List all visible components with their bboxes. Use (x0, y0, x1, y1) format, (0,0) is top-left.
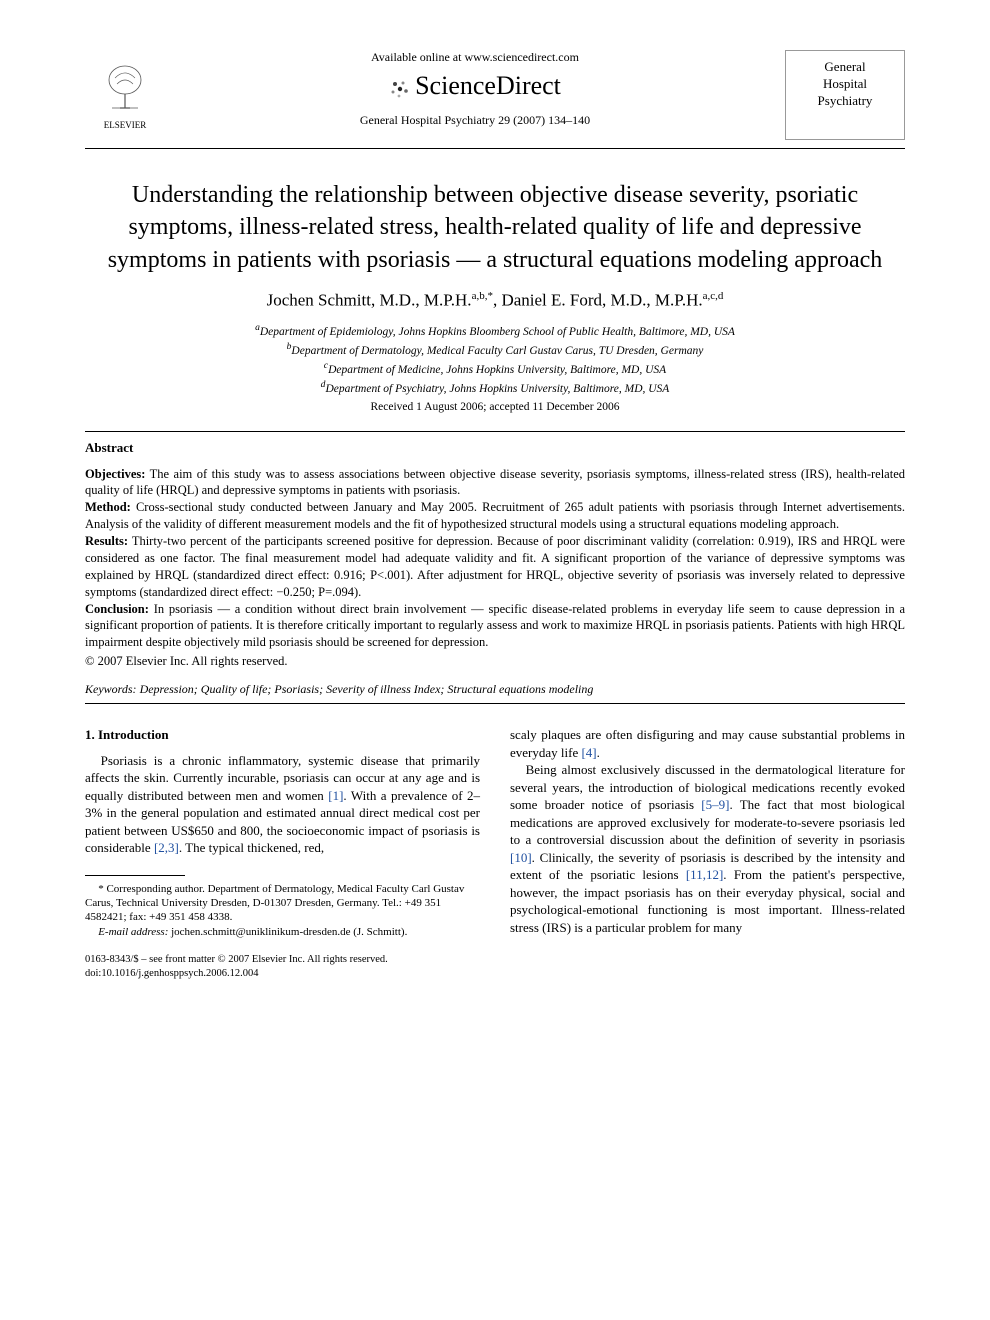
intro-paragraph-1: Psoriasis is a chronic inflammatory, sys… (85, 752, 480, 857)
platform-name: ScienceDirect (415, 71, 561, 100)
reference-link[interactable]: [10] (510, 850, 532, 865)
reference-link[interactable]: [1] (328, 788, 343, 803)
affiliation-a: aDepartment of Epidemiology, Johns Hopki… (85, 321, 905, 340)
affiliation-d: dDepartment of Psychiatry, Johns Hopkins… (85, 378, 905, 397)
objectives-text: The aim of this study was to assess asso… (85, 467, 905, 498)
column-right: scaly plaques are often disfiguring and … (510, 726, 905, 980)
intro-paragraph-2: Being almost exclusively discussed in th… (510, 761, 905, 936)
abstract-body: Objectives: The aim of this study was to… (85, 466, 905, 671)
reference-link[interactable]: [11,12] (686, 867, 723, 882)
journal-cover-box: General Hospital Psychiatry (785, 50, 905, 140)
journal-name-line-3: Psychiatry (818, 93, 873, 110)
front-matter-line: 0163-8343/$ – see front matter © 2007 El… (85, 953, 480, 967)
sciencedirect-icon (389, 77, 411, 99)
affiliation-b: bDepartment of Dermatology, Medical Facu… (85, 340, 905, 359)
journal-name-line-1: General (824, 59, 865, 76)
abstract-copyright: © 2007 Elsevier Inc. All rights reserved… (85, 653, 905, 670)
abstract-conclusion: Conclusion: In psoriasis — a condition w… (85, 601, 905, 652)
article-page: ELSEVIER Available online at www.science… (0, 0, 990, 1030)
conclusion-text: In psoriasis — a condition without direc… (85, 602, 905, 650)
journal-name-line-2: Hospital (823, 76, 867, 93)
results-label: Results: (85, 534, 128, 548)
abstract-objectives: Objectives: The aim of this study was to… (85, 466, 905, 500)
abstract-method: Method: Cross-sectional study conducted … (85, 499, 905, 533)
email-address: jochen.schmitt@uniklinikum-dresden.de (J… (168, 926, 407, 938)
doi-line: doi:10.1016/j.genhosppsych.2006.12.004 (85, 967, 480, 981)
article-title: Understanding the relationship between o… (85, 179, 905, 276)
intro-paragraph-1-cont: scaly plaques are often disfiguring and … (510, 726, 905, 761)
email-note: E-mail address: jochen.schmitt@uniklinik… (85, 925, 480, 939)
affiliation-c: cDepartment of Medicine, Johns Hopkins U… (85, 359, 905, 378)
reference-link[interactable]: [5–9] (701, 797, 729, 812)
platform-logo: ScienceDirect (185, 71, 765, 101)
citation-line: General Hospital Psychiatry 29 (2007) 13… (185, 113, 765, 128)
header-center: Available online at www.sciencedirect.co… (165, 50, 785, 128)
publisher-name: ELSEVIER (104, 120, 147, 130)
abstract-heading: Abstract (85, 440, 905, 456)
keywords-text: Depression; Quality of life; Psoriasis; … (137, 682, 594, 696)
objectives-label: Objectives: (85, 467, 145, 481)
section-heading-intro: 1. Introduction (85, 726, 480, 744)
author-list: Jochen Schmitt, M.D., M.P.H.a,b,*, Danie… (85, 290, 905, 311)
method-text: Cross-sectional study conducted between … (85, 500, 905, 531)
keywords-line: Keywords: Depression; Quality of life; P… (85, 682, 905, 697)
header-rule (85, 148, 905, 149)
page-header: ELSEVIER Available online at www.science… (85, 50, 905, 140)
elsevier-tree-icon (100, 60, 150, 116)
method-label: Method: (85, 500, 131, 514)
footnote-block: * Corresponding author. Department of De… (85, 882, 480, 939)
reference-link[interactable]: [2,3] (154, 840, 179, 855)
conclusion-label: Conclusion: (85, 602, 149, 616)
body-columns: 1. Introduction Psoriasis is a chronic i… (85, 726, 905, 980)
abstract-results: Results: Thirty-two percent of the parti… (85, 533, 905, 601)
reference-link[interactable]: [4] (581, 745, 596, 760)
article-dates: Received 1 August 2006; accepted 11 Dece… (85, 401, 905, 413)
pre-abstract-rule (85, 431, 905, 432)
publisher-logo: ELSEVIER (85, 50, 165, 140)
affiliation-list: aDepartment of Epidemiology, Johns Hopki… (85, 321, 905, 397)
corresponding-author-note: * Corresponding author. Department of De… (85, 882, 480, 925)
keywords-label: Keywords: (85, 682, 137, 696)
results-text: Thirty-two percent of the participants s… (85, 534, 905, 599)
post-abstract-rule (85, 703, 905, 704)
available-online-text: Available online at www.sciencedirect.co… (185, 50, 765, 65)
footnote-separator (85, 875, 185, 876)
email-label: E-mail address: (98, 926, 168, 938)
column-left: 1. Introduction Psoriasis is a chronic i… (85, 726, 480, 980)
page-footer: 0163-8343/$ – see front matter © 2007 El… (85, 953, 480, 980)
